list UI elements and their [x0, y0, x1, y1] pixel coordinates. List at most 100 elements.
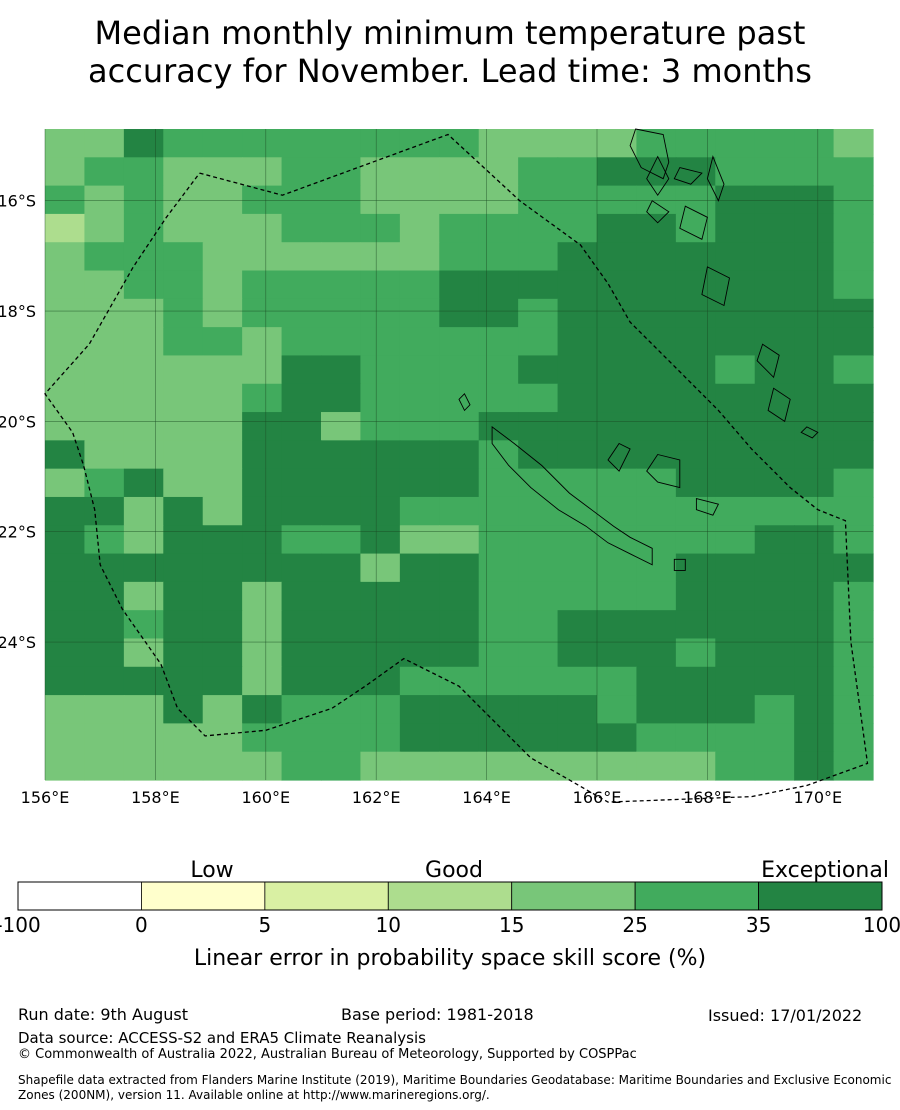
grid-cell	[557, 242, 598, 272]
island-outline	[607, 442, 631, 472]
grid-cell	[833, 129, 874, 158]
colorbar-bin	[264, 881, 389, 911]
grid-cell	[794, 496, 835, 526]
island-outline	[458, 393, 471, 412]
grid-cell	[84, 553, 125, 583]
grid-cell	[833, 327, 874, 357]
grid-cell	[202, 610, 243, 640]
grid-cell	[715, 355, 756, 385]
grid-cell	[557, 383, 598, 413]
grid-cell	[202, 213, 243, 243]
colorbar-bin	[758, 881, 883, 911]
grid-cell	[321, 610, 362, 640]
grid-cell	[636, 553, 677, 583]
grid-cell	[794, 327, 835, 357]
grid-cell	[399, 355, 440, 385]
grid-cell	[399, 129, 440, 158]
grid-cell	[242, 525, 283, 555]
grid-cell	[202, 355, 243, 385]
grid-cell	[242, 242, 283, 272]
grid-cell	[557, 666, 598, 696]
grid-cell	[360, 213, 401, 243]
grid-cell	[399, 383, 440, 413]
grid-cell	[518, 525, 559, 555]
colorbar-bin	[17, 881, 142, 911]
grid-cell	[636, 270, 677, 300]
grid-cell	[794, 383, 835, 413]
grid-cell	[794, 638, 835, 668]
grid-cell	[754, 157, 795, 187]
grid-cell	[675, 129, 716, 158]
graticule	[44, 129, 873, 780]
grid-cell	[597, 638, 638, 668]
grid-cell	[597, 751, 638, 781]
grid-cell	[636, 213, 677, 243]
grid-cell	[439, 355, 480, 385]
grid-cell	[478, 213, 519, 243]
grid-cell	[636, 440, 677, 470]
grid-cell	[478, 496, 519, 526]
colorbar-tick-label: 35	[746, 913, 771, 937]
grid-cell	[242, 129, 283, 158]
grid-cell	[794, 298, 835, 328]
grid-cell	[636, 581, 677, 611]
grid-cell	[281, 412, 322, 441]
grid-cell	[518, 129, 559, 158]
grid-cell	[123, 327, 164, 357]
grid-cell	[794, 751, 835, 781]
grid-cell	[794, 355, 835, 385]
grid-cell	[123, 723, 164, 753]
island-outline	[673, 558, 686, 571]
colorbar-tick-label: 5	[258, 913, 271, 937]
grid-cell	[202, 638, 243, 668]
grid-cell	[242, 723, 283, 753]
grid-cell	[478, 723, 519, 753]
grid-cell	[242, 440, 283, 470]
colorbar-tick-label: 25	[622, 913, 647, 937]
grid-cell	[163, 129, 204, 158]
grid-cell	[321, 638, 362, 668]
grid-cell	[518, 412, 559, 441]
grid-cell	[281, 440, 322, 470]
grid-cell	[242, 383, 283, 413]
grid-cell	[360, 610, 401, 640]
grid-cell	[321, 496, 362, 526]
grid-cell	[163, 695, 204, 724]
grid-cell	[45, 525, 86, 555]
grid-cell	[794, 723, 835, 753]
grid-cell	[794, 440, 835, 470]
grid-cell	[518, 242, 559, 272]
grid-cell	[123, 638, 164, 668]
grid-cell	[557, 412, 598, 441]
island-outline	[646, 453, 681, 489]
grid-cell	[478, 440, 519, 470]
grid-cell	[439, 638, 480, 668]
grid-cell	[754, 327, 795, 357]
grid-cell	[636, 383, 677, 413]
grid-cell	[478, 553, 519, 583]
island-outline	[800, 426, 819, 439]
grid-cell	[794, 553, 835, 583]
grid-cell	[281, 695, 322, 724]
grid-cell	[478, 468, 519, 498]
grid-cell	[123, 185, 164, 215]
grid-cell	[675, 581, 716, 611]
grid-cell	[636, 129, 677, 158]
grid-cell	[597, 553, 638, 583]
grid-cell	[242, 270, 283, 300]
grid-cell	[478, 666, 519, 696]
grid-cell	[675, 468, 716, 498]
grid-cell	[518, 185, 559, 215]
grid-cell	[202, 129, 243, 158]
grid-cell	[123, 440, 164, 470]
grid-cell	[439, 185, 480, 215]
grid-cell	[518, 553, 559, 583]
grid-cell	[84, 213, 125, 243]
grid-cell	[242, 468, 283, 498]
grid-cell	[163, 298, 204, 328]
grid-cell	[754, 242, 795, 272]
grid-cell	[754, 355, 795, 385]
grid-cell	[399, 185, 440, 215]
map-figure: 156°E 158°E 160°E 162°E 164°E 166°E 168°E 170°E…	[0, 128, 900, 971]
grid-cell	[45, 157, 86, 187]
